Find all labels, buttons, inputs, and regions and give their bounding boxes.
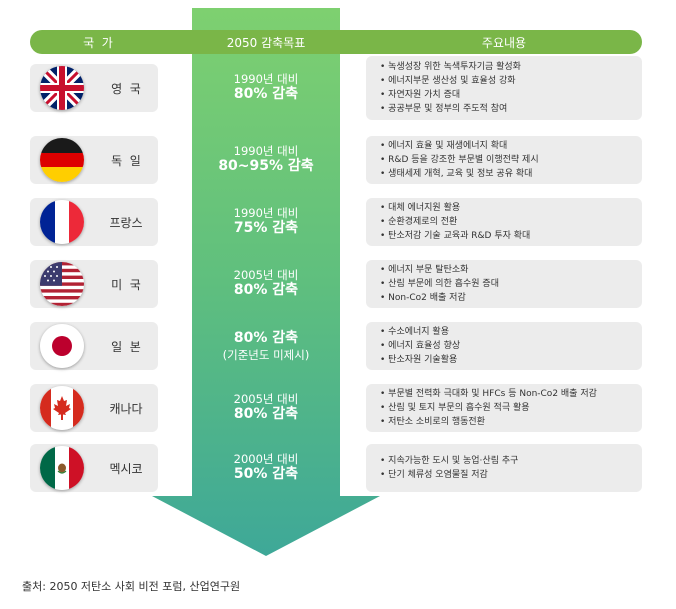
goal-reduction: 50% 감축 — [233, 466, 299, 483]
content-cell: 에너지 효율 및 재생에너지 확대 R&D 등을 강조한 부문별 이행전략 제시… — [366, 136, 642, 184]
country-cell: 일 본 — [30, 322, 158, 370]
goal-cell: 1990년 대비 80% 감축 — [166, 64, 366, 112]
header-country: 국 가 — [30, 30, 166, 54]
list-item: 대체 에너지원 활용 — [380, 201, 530, 215]
goal-baseline: 1990년 대비 — [233, 72, 299, 87]
list-item: 저탄소 소비로의 행동전환 — [380, 415, 597, 429]
country-name: 일 본 — [111, 339, 141, 354]
goal-baseline: 1990년 대비 — [233, 206, 299, 221]
goal-cell: 2005년 대비 80% 감축 — [166, 384, 366, 432]
country-name: 멕시코 — [109, 461, 143, 476]
list-item: 산림 부문에 의한 흡수원 증대 — [380, 277, 499, 291]
list-item: Non-Co2 배출 저감 — [380, 291, 499, 305]
content-cell: 수소에너지 활용 에너지 효율성 향상 탄소자원 기술활용 — [366, 322, 642, 370]
list-item: 에너지 부문 탈탄소화 — [380, 263, 499, 277]
country-cell: 멕시코 — [30, 444, 158, 492]
country-name: 독 일 — [111, 153, 141, 168]
goal-cell: 1990년 대비 80~95% 감축 — [166, 136, 366, 184]
list-item: 수소에너지 활용 — [380, 325, 460, 339]
content-list: 부문별 전력화 극대화 및 HFCs 등 Non-Co2 배출 저감 산림 및 … — [380, 384, 597, 432]
mexico-flag-icon — [40, 446, 84, 490]
list-item: 에너지 효율성 향상 — [380, 339, 460, 353]
canada-flag-icon — [40, 386, 84, 430]
country-name: 영 국 — [111, 81, 141, 96]
japan-flag-icon — [40, 324, 84, 368]
goal-reduction: 75% 감축 — [233, 220, 299, 237]
content-list: 지속가능한 도시 및 농업·산림 추구 단기 체류성 오염물질 저감 — [380, 444, 518, 492]
goal-reduction: 80% 감축 — [233, 406, 299, 423]
list-item: 자연자원 가치 증대 — [380, 88, 521, 102]
goal-baseline: 2000년 대비 — [233, 452, 299, 467]
country-cell: 프랑스 — [30, 198, 158, 246]
goal-cell: 2005년 대비 80% 감축 — [166, 260, 366, 308]
country-name: 미 국 — [111, 277, 141, 292]
content-list: 녹생성장 위한 녹색투자기금 활성화 에너지부문 생산성 및 효율성 강화 자연… — [380, 56, 521, 120]
list-item: 에너지부문 생산성 및 효율성 강화 — [380, 74, 521, 88]
goal-cell: 1990년 대비 75% 감축 — [166, 198, 366, 246]
list-item: 공공부문 및 정부의 주도적 참여 — [380, 102, 521, 116]
content-list: 대체 에너지원 활용 순환경제로의 전환 탄소저감 기술 교육과 R&D 투자 … — [380, 198, 530, 246]
country-cell: 독 일 — [30, 136, 158, 184]
list-item: 산림 및 토지 부문의 흡수원 적극 활용 — [380, 401, 597, 415]
list-item: 탄소저감 기술 교육과 R&D 투자 확대 — [380, 229, 530, 243]
goal-baseline: 2005년 대비 — [233, 392, 299, 407]
list-item: 단기 체류성 오염물질 저감 — [380, 468, 518, 482]
list-item: 에너지 효율 및 재생에너지 확대 — [380, 139, 539, 153]
content-cell: 지속가능한 도시 및 농업·산림 추구 단기 체류성 오염물질 저감 — [366, 444, 642, 492]
country-name: 프랑스 — [109, 215, 143, 230]
content-list: 수소에너지 활용 에너지 효율성 향상 탄소자원 기술활용 — [380, 322, 460, 370]
country-cell: 영 국 — [30, 64, 158, 112]
uk-flag-icon — [40, 66, 84, 110]
content-cell: 에너지 부문 탈탄소화 산림 부문에 의한 흡수원 증대 Non-Co2 배출 … — [366, 260, 642, 308]
content-list: 에너지 효율 및 재생에너지 확대 R&D 등을 강조한 부문별 이행전략 제시… — [380, 136, 539, 184]
content-cell: 부문별 전력화 극대화 및 HFCs 등 Non-Co2 배출 저감 산림 및 … — [366, 384, 642, 432]
list-item: 지속가능한 도시 및 농업·산림 추구 — [380, 454, 518, 468]
goal-cell: 2000년 대비 50% 감축 — [166, 444, 366, 492]
header-content: 주요내용 — [366, 30, 642, 54]
usa-flag-icon — [40, 262, 84, 306]
goal-baseline: 1990년 대비 — [233, 144, 299, 159]
goal-reduction: 80% 감축 — [233, 86, 299, 103]
country-cell: 캐나다 — [30, 384, 158, 432]
list-item: 생태세제 개혁, 교육 및 정보 공유 확대 — [380, 167, 539, 181]
content-cell: 대체 에너지원 활용 순환경제로의 전환 탄소저감 기술 교육과 R&D 투자 … — [366, 198, 642, 246]
list-item: 녹생성장 위한 녹색투자기금 활성화 — [380, 60, 521, 74]
content-cell: 녹생성장 위한 녹색투자기금 활성화 에너지부문 생산성 및 효율성 강화 자연… — [366, 56, 642, 120]
france-flag-icon — [40, 200, 84, 244]
germany-flag-icon — [40, 138, 84, 182]
source-note: 출처: 2050 저탄소 사회 비전 포럼, 산업연구원 — [22, 580, 241, 593]
goal-baseline: 2005년 대비 — [233, 268, 299, 283]
header-goal: 2050 감축목표 — [166, 30, 366, 54]
goal-reduction: 80~95% 감축 — [218, 158, 314, 175]
list-item: 탄소자원 기술활용 — [380, 353, 460, 367]
goal-reduction: 80% 감축 — [233, 282, 299, 299]
list-item: 부문별 전력화 극대화 및 HFCs 등 Non-Co2 배출 저감 — [380, 387, 597, 401]
list-item: 순환경제로의 전환 — [380, 215, 530, 229]
list-item: R&D 등을 강조한 부문별 이행전략 제시 — [380, 153, 538, 167]
goal-note: (기준년도 미제시) — [222, 347, 310, 362]
goal-reduction: 80% 감축 — [233, 330, 299, 347]
goal-cell: 80% 감축 (기준년도 미제시) — [166, 322, 366, 370]
downward-arrow-graphic — [152, 8, 380, 556]
country-name: 캐나다 — [109, 401, 143, 416]
country-cell: 미 국 — [30, 260, 158, 308]
content-list: 에너지 부문 탈탄소화 산림 부문에 의한 흡수원 증대 Non-Co2 배출 … — [380, 260, 499, 308]
